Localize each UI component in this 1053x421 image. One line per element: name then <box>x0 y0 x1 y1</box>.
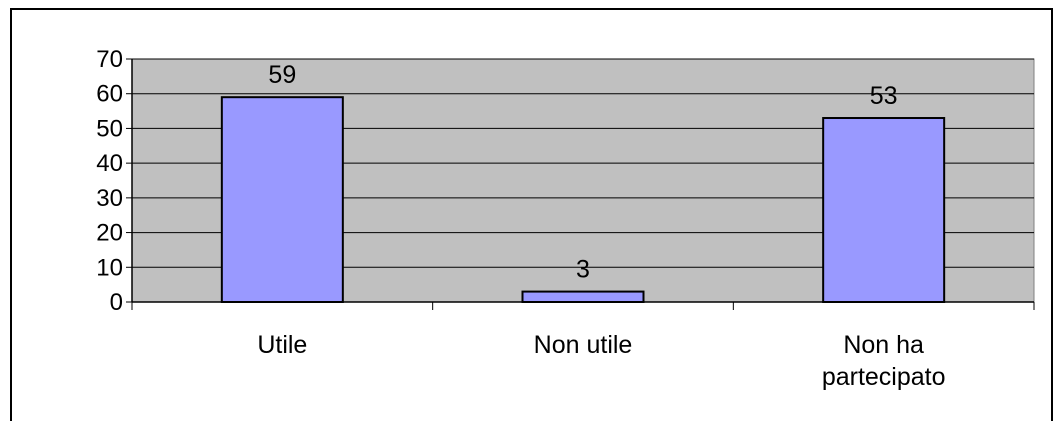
data-label: 3 <box>576 256 590 284</box>
category-label: Non ha <box>843 331 924 359</box>
bar <box>822 117 946 303</box>
category-label: partecipato <box>822 363 946 391</box>
y-tick-label: 30 <box>96 185 123 212</box>
y-tick-label: 0 <box>110 289 123 316</box>
y-tick-label: 60 <box>96 81 123 108</box>
y-tick-label: 20 <box>96 220 123 247</box>
bars <box>220 96 946 304</box>
bar <box>521 290 645 304</box>
category-label: Utile <box>257 331 307 359</box>
axes <box>126 58 1035 310</box>
y-tick-label: 70 <box>96 46 123 73</box>
y-tick-label: 10 <box>96 254 123 281</box>
y-tick-label: 40 <box>96 150 123 177</box>
chart-frame <box>10 8 1053 421</box>
y-tick-label: 50 <box>96 115 123 142</box>
data-label: 59 <box>268 61 296 89</box>
data-label: 53 <box>870 82 898 110</box>
labels: 0 10 20 30 40 50 60 70 59 Utile 3 Non utile 53 Non ha… <box>96 46 945 391</box>
category-label: Non utile <box>534 331 633 359</box>
bar <box>220 96 344 303</box>
